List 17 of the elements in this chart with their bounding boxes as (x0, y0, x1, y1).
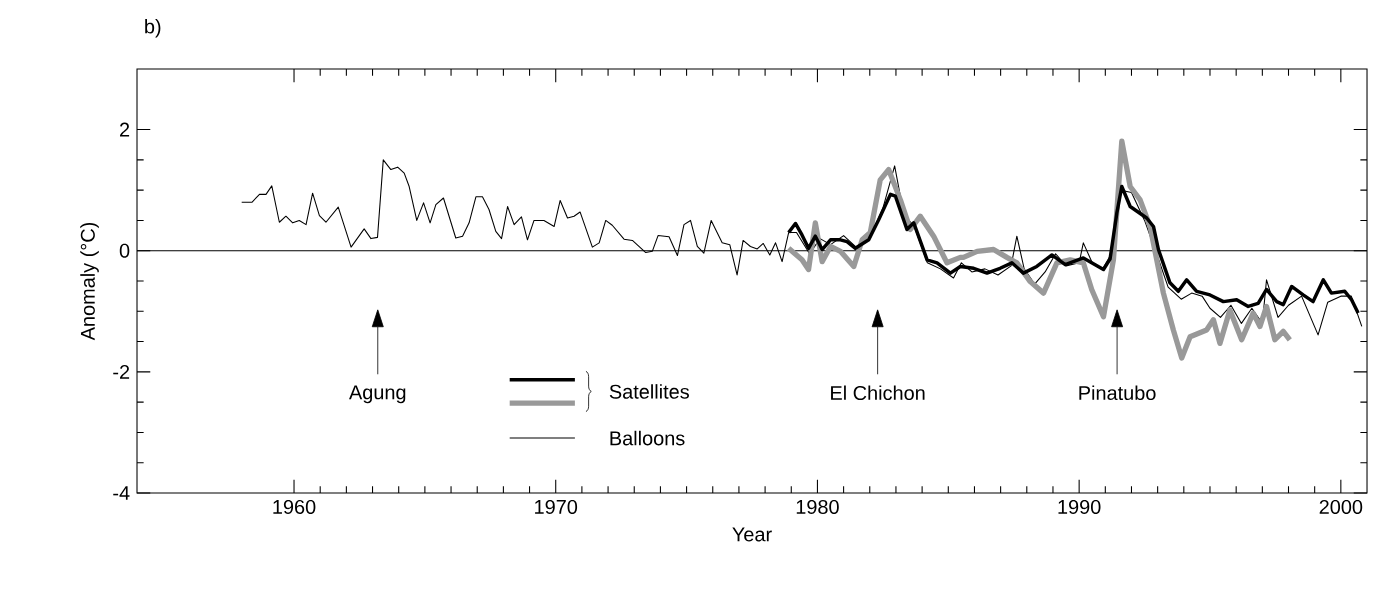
legend-label: Satellites (609, 384, 689, 399)
x-axis-title: Year (732, 527, 772, 542)
y-tick-label: -4 (113, 486, 130, 500)
ref-line-label: Agung (349, 385, 406, 404)
y-tick-label: -2 (113, 364, 130, 379)
x-tick-label: 1990 (1058, 499, 1101, 515)
x-tick-label: 1970 (535, 499, 578, 515)
x-tick-label: 1980 (796, 499, 839, 515)
ref-line-label: El Chichon (831, 385, 925, 401)
legend-label: Balloons (610, 430, 685, 446)
y-tick-label: 0 (119, 243, 130, 258)
x-tick-label: 2000 (1319, 499, 1363, 515)
x-tick-label: 1960 (273, 499, 316, 515)
chart-title: b) (145, 18, 161, 38)
y-tick-label: 2 (120, 122, 130, 137)
ref-line-label: Pinatubo (1079, 385, 1156, 401)
y-axis-title: Anomaly (°C) (80, 222, 99, 341)
